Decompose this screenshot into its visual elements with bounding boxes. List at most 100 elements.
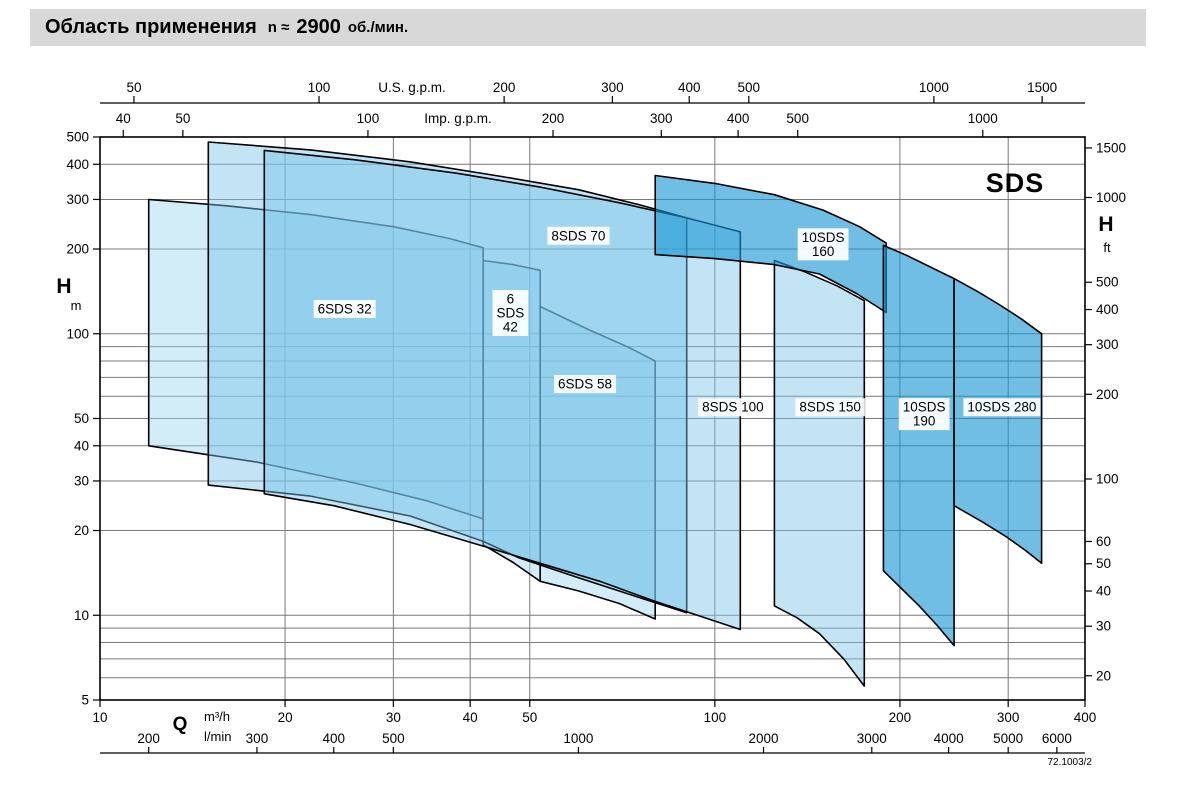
- region-label-10sds-190: 10SDS 190: [898, 398, 950, 431]
- svg-text:100: 100: [308, 80, 331, 95]
- region-label-10sds-280: 10SDS 280: [963, 398, 1041, 417]
- svg-text:6SDS 32: 6SDS 32: [318, 301, 372, 316]
- svg-text:60: 60: [1096, 534, 1111, 549]
- svg-text:1000: 1000: [1096, 190, 1126, 205]
- svg-text:40: 40: [116, 111, 131, 126]
- svg-text:l/min: l/min: [204, 729, 231, 744]
- region-10sds-280: [953, 277, 1043, 565]
- axis-imp-gpm: 40 50 100 200 300 400 500 1000 Imp. g.p.m.: [116, 111, 998, 137]
- svg-text:200: 200: [137, 731, 160, 746]
- svg-text:300: 300: [650, 111, 673, 126]
- svg-text:10: 10: [74, 608, 89, 623]
- svg-text:Imp. g.p.m.: Imp. g.p.m.: [424, 111, 492, 126]
- page-title: Область применения: [45, 16, 257, 38]
- region-label-10sds-160: 10SDS 160: [797, 228, 849, 261]
- svg-text:1000: 1000: [919, 80, 949, 95]
- svg-text:200: 200: [542, 111, 565, 126]
- svg-text:10: 10: [92, 710, 107, 725]
- svg-text:200: 200: [493, 80, 516, 95]
- svg-text:50: 50: [175, 111, 190, 126]
- svg-text:300: 300: [246, 731, 269, 746]
- axis-us-gpm: 50 100 200 300 400 500 1000 1500 U.S. g.p.m.: [100, 80, 1085, 104]
- svg-text:500: 500: [786, 111, 809, 126]
- region-label-8sds-70: 8SDS 70: [547, 226, 610, 245]
- svg-text:30: 30: [386, 710, 401, 725]
- svg-text:100: 100: [704, 710, 727, 725]
- svg-text:20: 20: [278, 710, 293, 725]
- svg-text:1000: 1000: [563, 731, 593, 746]
- svg-text:200: 200: [889, 710, 912, 725]
- region-label-8sds-100: 8SDS 100: [698, 398, 768, 417]
- svg-text:U.S. g.p.m.: U.S. g.p.m.: [378, 80, 446, 95]
- axis-head-m: 500 400 300 200 100 50 40 30 20 10 5 Hm: [56, 130, 100, 708]
- svg-text:400: 400: [1096, 302, 1119, 317]
- svg-text:5: 5: [81, 693, 89, 708]
- svg-text:20: 20: [74, 523, 89, 538]
- region-8sds-150: [773, 259, 866, 687]
- svg-text:H: H: [56, 275, 71, 298]
- svg-text:300: 300: [66, 192, 89, 207]
- svg-text:50: 50: [1096, 556, 1111, 571]
- svg-text:200: 200: [66, 242, 89, 257]
- svg-text:100: 100: [1096, 472, 1119, 487]
- speed-unit: об./мин.: [347, 19, 409, 36]
- svg-text:400: 400: [1074, 710, 1097, 725]
- region-8sds-100: [263, 149, 742, 631]
- svg-text:100: 100: [357, 111, 380, 126]
- region-8sds-70: [207, 141, 688, 614]
- svg-text:500: 500: [738, 80, 761, 95]
- region-label-8sds-150: 8SDS 150: [795, 398, 865, 417]
- svg-text:3000: 3000: [857, 731, 887, 746]
- svg-text:8SDS 100: 8SDS 100: [702, 400, 764, 415]
- svg-text:300: 300: [1096, 337, 1119, 352]
- svg-text:8SDS 150: 8SDS 150: [799, 400, 861, 415]
- svg-text:6000: 6000: [1042, 731, 1072, 746]
- region-label-6sds-58: 6SDS 58: [554, 375, 617, 394]
- region-10sds-190: [882, 244, 955, 647]
- svg-text:20: 20: [1096, 668, 1111, 683]
- regions: [147, 141, 1043, 687]
- svg-text:300: 300: [601, 80, 624, 95]
- document-code: 72.1003/2: [1047, 757, 1093, 768]
- svg-text:1000: 1000: [968, 111, 998, 126]
- svg-text:10SDS 280: 10SDS 280: [967, 400, 1036, 415]
- svg-text:50: 50: [522, 710, 537, 725]
- svg-text:m: m: [71, 298, 82, 313]
- svg-text:m³/h: m³/h: [204, 709, 230, 724]
- title-bar: Область применения n ≈ 2900 об./мин.: [30, 9, 1146, 46]
- svg-text:500: 500: [382, 731, 405, 746]
- svg-text:500: 500: [1096, 275, 1119, 290]
- svg-text:100: 100: [66, 326, 89, 341]
- svg-text:1500: 1500: [1027, 80, 1057, 95]
- speed-prefix: n ≈: [267, 19, 290, 36]
- svg-text:40: 40: [463, 710, 478, 725]
- svg-text:30: 30: [1096, 619, 1111, 634]
- region-label-6sds-32: 6SDS 32: [313, 299, 376, 318]
- speed-value: 2900: [296, 16, 341, 38]
- svg-text:1500: 1500: [1096, 140, 1126, 155]
- svg-text:500: 500: [66, 130, 89, 145]
- svg-text:8SDS 70: 8SDS 70: [551, 228, 605, 243]
- svg-text:400: 400: [323, 731, 346, 746]
- svg-text:40: 40: [74, 438, 89, 453]
- svg-text:5000: 5000: [993, 731, 1023, 746]
- svg-text:40: 40: [1096, 584, 1111, 599]
- svg-text:400: 400: [66, 157, 89, 172]
- svg-text:200: 200: [1096, 387, 1119, 402]
- svg-text:2000: 2000: [748, 731, 778, 746]
- svg-text:50: 50: [74, 411, 89, 426]
- svg-text:50: 50: [126, 80, 141, 95]
- svg-text:30: 30: [74, 473, 89, 488]
- svg-text:400: 400: [678, 80, 701, 95]
- region-label-6sds-42: 6 SDS 42: [492, 290, 529, 337]
- svg-text:6SDS 58: 6SDS 58: [558, 377, 612, 392]
- svg-text:400: 400: [727, 111, 750, 126]
- svg-text:ft: ft: [1103, 240, 1111, 255]
- svg-text:300: 300: [997, 710, 1020, 725]
- series-title: SDS: [985, 168, 1045, 198]
